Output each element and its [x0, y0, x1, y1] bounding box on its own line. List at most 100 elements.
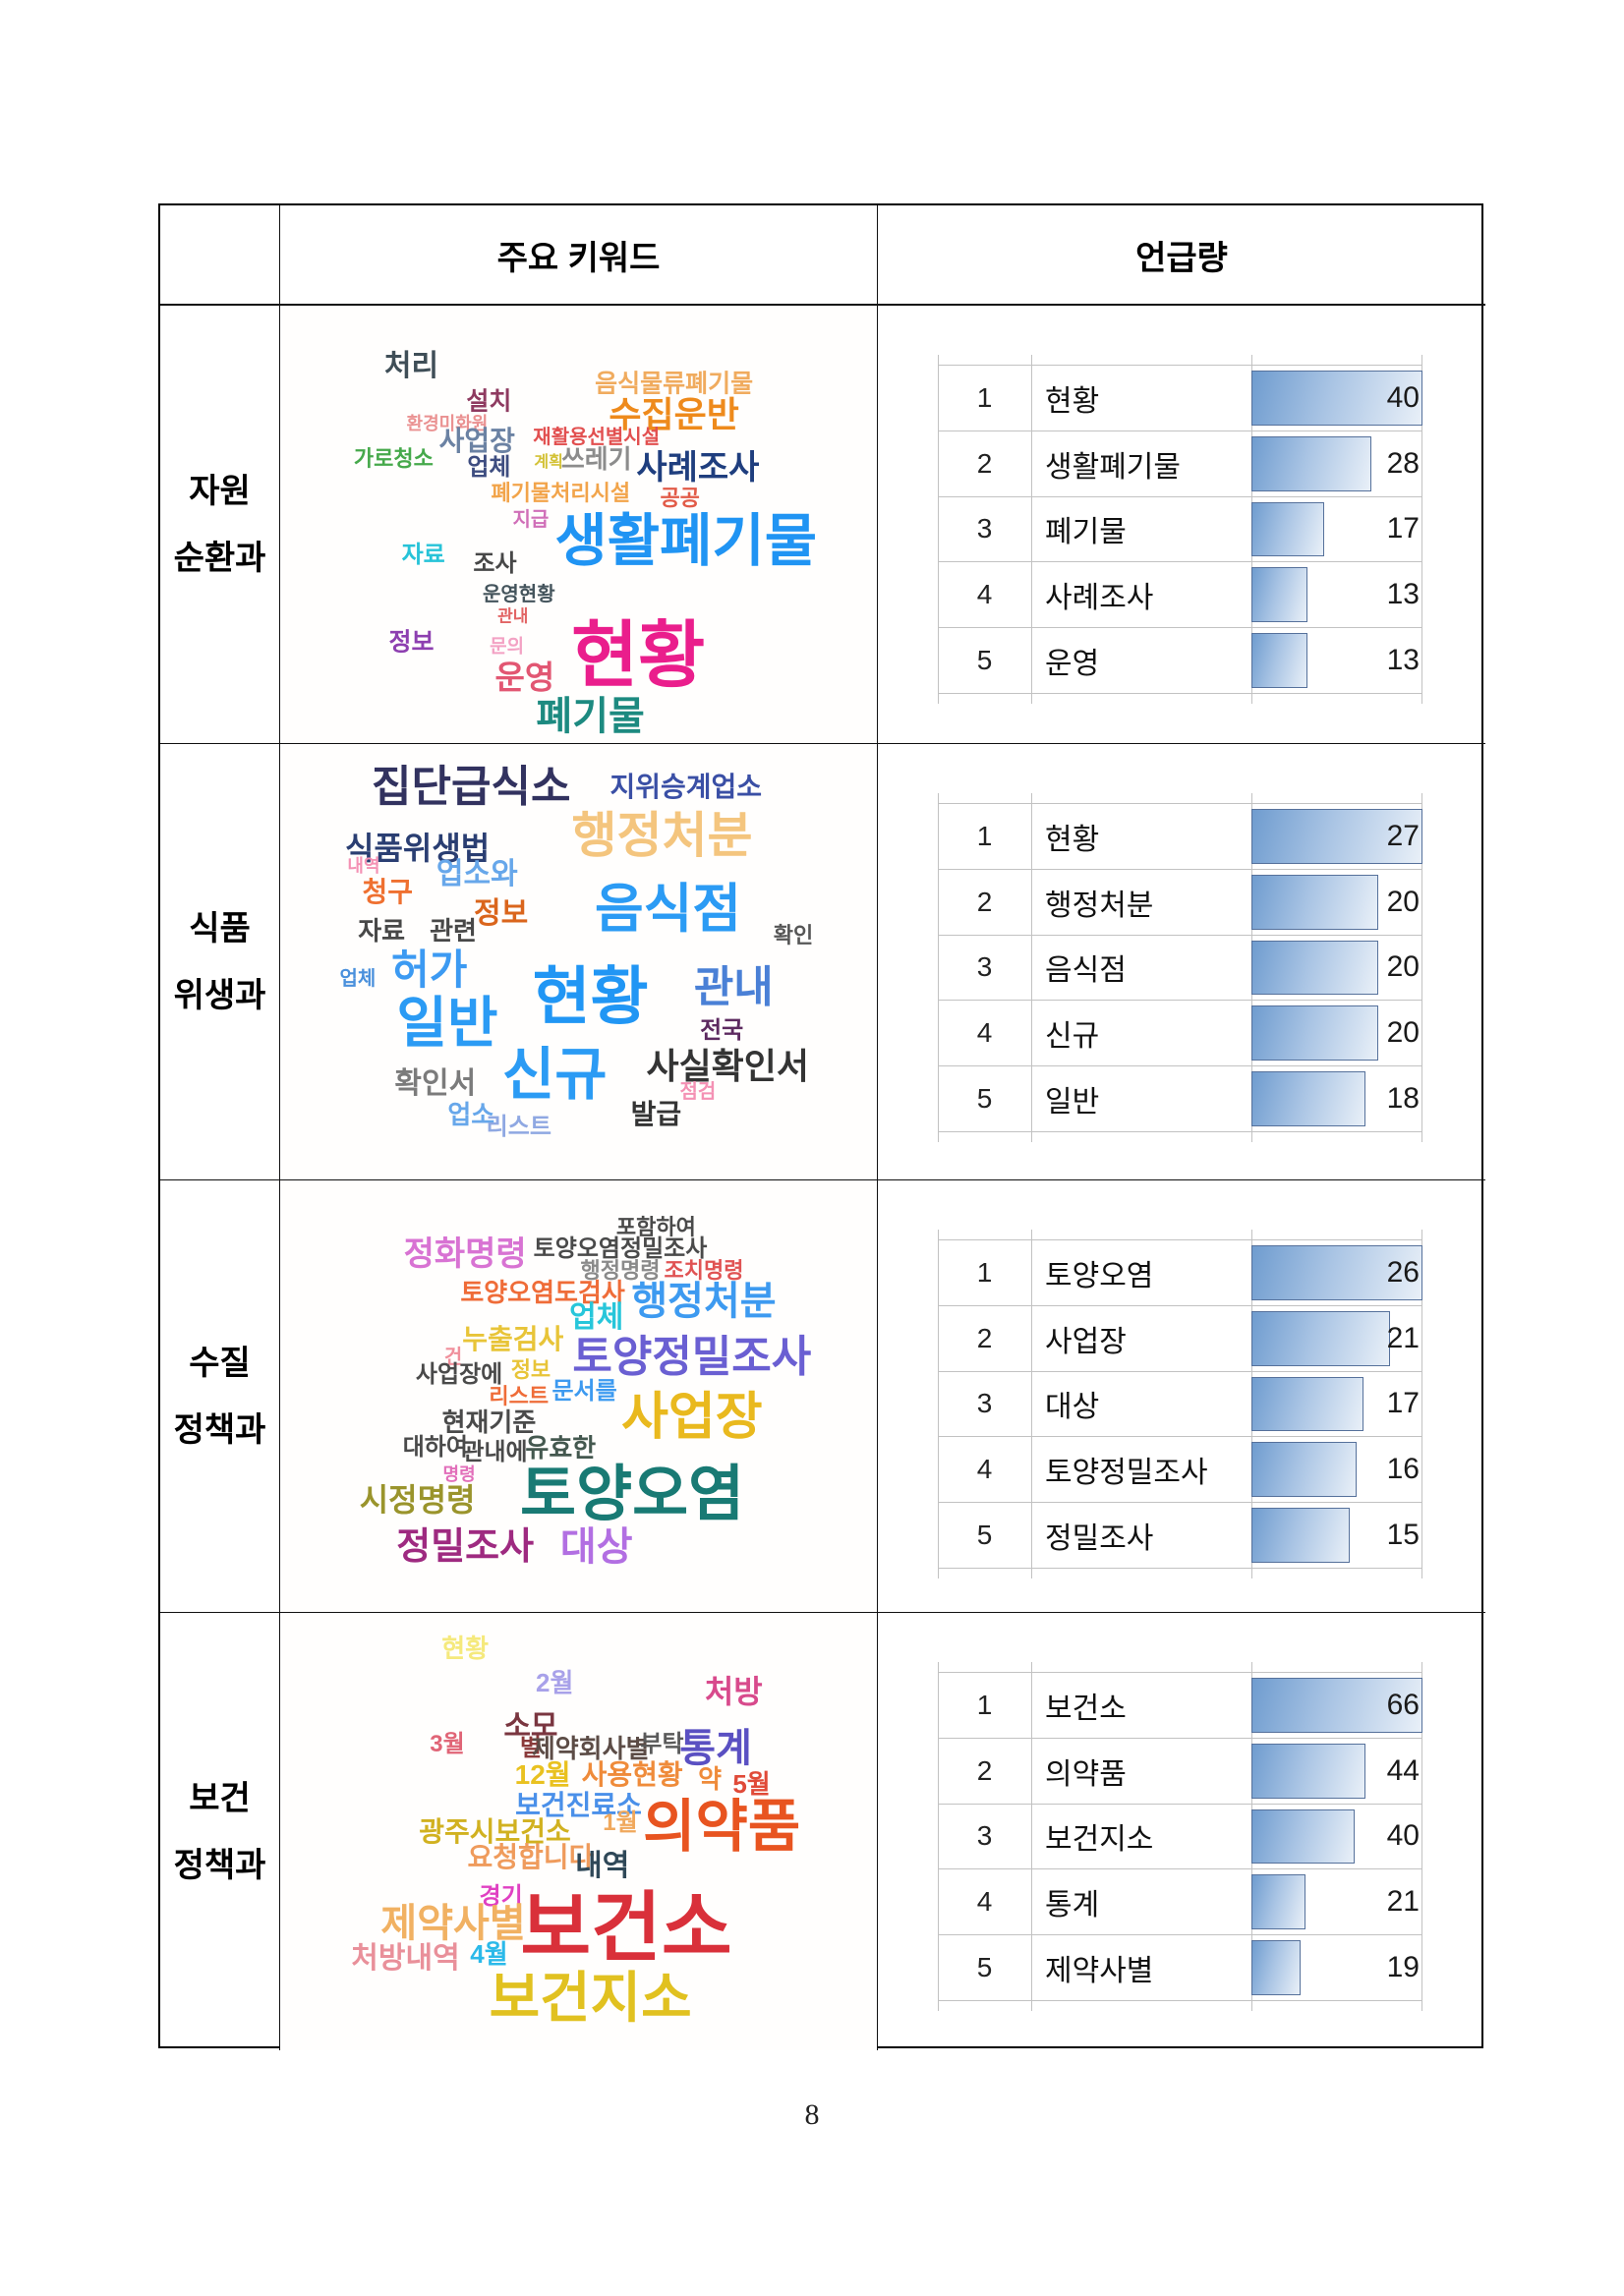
- cloud-word: 내역: [575, 1850, 630, 1883]
- cloud-word: 환경미화원: [406, 414, 489, 434]
- chart-bar: [1251, 567, 1307, 623]
- cloud-word: 허가: [391, 947, 468, 994]
- dept-line: 순환과: [173, 539, 266, 577]
- wordcloud-health-policy: 현황 2월 처방 소모 3월 별 제약회사별 부탁 통계 12월 사용현황 약 5월 보건진료소 1월 의약품…: [279, 1612, 877, 2050]
- cloud-word: 지급: [512, 509, 550, 532]
- chart-label: 현황: [1045, 384, 1100, 418]
- chart-bar: [1251, 1508, 1351, 1563]
- cloud-word: 음식점: [595, 880, 742, 940]
- cloud-word: 설치: [466, 387, 512, 416]
- chart-bar-zone: 21: [1251, 1306, 1422, 1371]
- chart-bar-zone: 44: [1251, 1739, 1422, 1804]
- cloud-word: 집단급식소: [372, 763, 571, 812]
- chart-gridline: [938, 1662, 939, 2011]
- cloud-word: 제약회사별: [531, 1733, 650, 1763]
- chart-rank: 1: [976, 1256, 993, 1288]
- dept-line: 보건: [189, 1779, 251, 1817]
- chart-value: 17: [1386, 1387, 1420, 1420]
- cloud-word: 리스트: [486, 1113, 551, 1140]
- chart-bar: [1251, 1808, 1356, 1865]
- chart-label: 폐기물: [1045, 516, 1127, 549]
- cloud-word: 지위승계업소: [609, 772, 763, 803]
- chart-gridline: [1421, 1662, 1422, 2011]
- cloud-word: 보건소: [520, 1884, 732, 1972]
- cloud-word: 관련: [430, 916, 477, 947]
- chart-rank: 5: [976, 1083, 993, 1115]
- chart-rank: 2: [976, 886, 993, 917]
- chart-bar: [1251, 1874, 1306, 1930]
- cloud-word: 현황: [571, 614, 706, 696]
- dept-line: 정책과: [173, 1410, 266, 1449]
- chart-bar: [1251, 1245, 1422, 1300]
- cloud-word: 포함하여: [615, 1215, 696, 1240]
- chart-value: 20: [1386, 1016, 1420, 1050]
- mention-chart-resource-circulation: 1 현황 40 2 생활폐기물 28 3 폐기물 17 4 사례조사 13 5 운영 13: [877, 304, 1485, 743]
- chart-value: 19: [1386, 1951, 1420, 1984]
- chart-bar: [1251, 1071, 1365, 1126]
- cloud-word: 사업장: [621, 1389, 763, 1447]
- cloud-word: 대하여: [402, 1434, 468, 1462]
- cloud-word: 식품위생법: [345, 831, 491, 867]
- chart-value: 21: [1386, 1321, 1420, 1354]
- chart-bar-zone: 20: [1251, 870, 1422, 935]
- dept-line: 자원: [189, 472, 251, 510]
- chart-bar: [1251, 435, 1371, 491]
- chart-bar-zone: 18: [1251, 1066, 1422, 1131]
- chart-label: 토양정밀조사: [1045, 1457, 1208, 1490]
- cloud-word: 누출검사: [462, 1324, 564, 1355]
- chart-bar: [1251, 1005, 1378, 1062]
- cloud-word: 보건진료소: [515, 1789, 642, 1820]
- chart-value: 27: [1386, 819, 1420, 852]
- chart-label: 생활폐기물: [1045, 450, 1181, 484]
- chart-row: 3 대상 17: [938, 1370, 1422, 1437]
- chart-bar: [1251, 1743, 1365, 1799]
- page-number: 8: [804, 2098, 820, 2131]
- chart-bar-zone: 13: [1251, 628, 1422, 693]
- chart-rank: 1: [976, 381, 993, 413]
- chart-gridline: [938, 355, 939, 704]
- chart-gridline: [938, 793, 939, 1142]
- chart-bar-zone: 15: [1251, 1503, 1422, 1568]
- chart-rank: 5: [976, 1520, 993, 1551]
- chart-bar-zone: 19: [1251, 1935, 1422, 2000]
- cloud-word: 5월: [732, 1768, 771, 1799]
- dept-label-water-quality: 수질 정책과: [160, 1179, 279, 1612]
- chart-bar-zone: 20: [1251, 936, 1422, 1001]
- chart-bar-zone: 17: [1251, 1372, 1422, 1437]
- cloud-word: 토양오염도검사: [460, 1278, 625, 1308]
- wordcloud-resource-circulation: 처리 음식물류폐기물 수집운반 설치 환경미화원 사업장 재활용선별시설 가로청소 업체 계획 쓰레…: [279, 304, 877, 743]
- cloud-word: 수집운반: [609, 394, 739, 435]
- dept-line: 위생과: [173, 976, 266, 1014]
- chart-bar: [1251, 1678, 1422, 1733]
- chart-row: 5 정밀조사 15: [938, 1502, 1422, 1569]
- chart-value: 28: [1386, 446, 1420, 480]
- chart-rank: 2: [976, 1754, 993, 1786]
- cloud-word: 사용현황: [581, 1758, 683, 1790]
- chart-bar-zone: 16: [1251, 1437, 1422, 1502]
- chart-rank: 4: [976, 579, 993, 610]
- chart-gridline: [1031, 793, 1032, 1142]
- chart-value: 40: [1386, 380, 1420, 414]
- chart-gridline: [1421, 793, 1422, 1142]
- cloud-word: 통계: [679, 1726, 752, 1770]
- chart-bar: [1251, 1940, 1302, 1995]
- chart-bar-zone: 28: [1251, 431, 1422, 496]
- chart-value: 20: [1386, 950, 1420, 984]
- cloud-word: 경기: [479, 1883, 523, 1911]
- chart-row: 3 폐기물 17: [938, 495, 1422, 562]
- chart-rank: 5: [976, 645, 993, 676]
- cloud-word: 3월: [430, 1730, 465, 1757]
- cloud-word: 행정처분: [571, 808, 753, 864]
- cloud-word: 현황: [441, 1633, 490, 1663]
- cloud-word: 사실확인서: [646, 1045, 810, 1086]
- chart-row: 4 통계 21: [938, 1868, 1422, 1934]
- chart-rank: 1: [976, 1689, 993, 1720]
- chart-row: 5 일반 18: [938, 1065, 1422, 1132]
- chart-row: 1 보건소 66: [938, 1672, 1422, 1738]
- wordcloud-food-hygiene: 집단급식소 지위승계업소 식품위생법 행정처분 내역 업소와 청구 정보 음식점 확인 자료 관련 업체…: [279, 743, 877, 1179]
- dept-line: 수질: [189, 1344, 251, 1382]
- cloud-word: 건: [443, 1346, 463, 1368]
- cloud-word: 관내: [693, 963, 774, 1012]
- chart-row: 2 행정처분 20: [938, 868, 1422, 935]
